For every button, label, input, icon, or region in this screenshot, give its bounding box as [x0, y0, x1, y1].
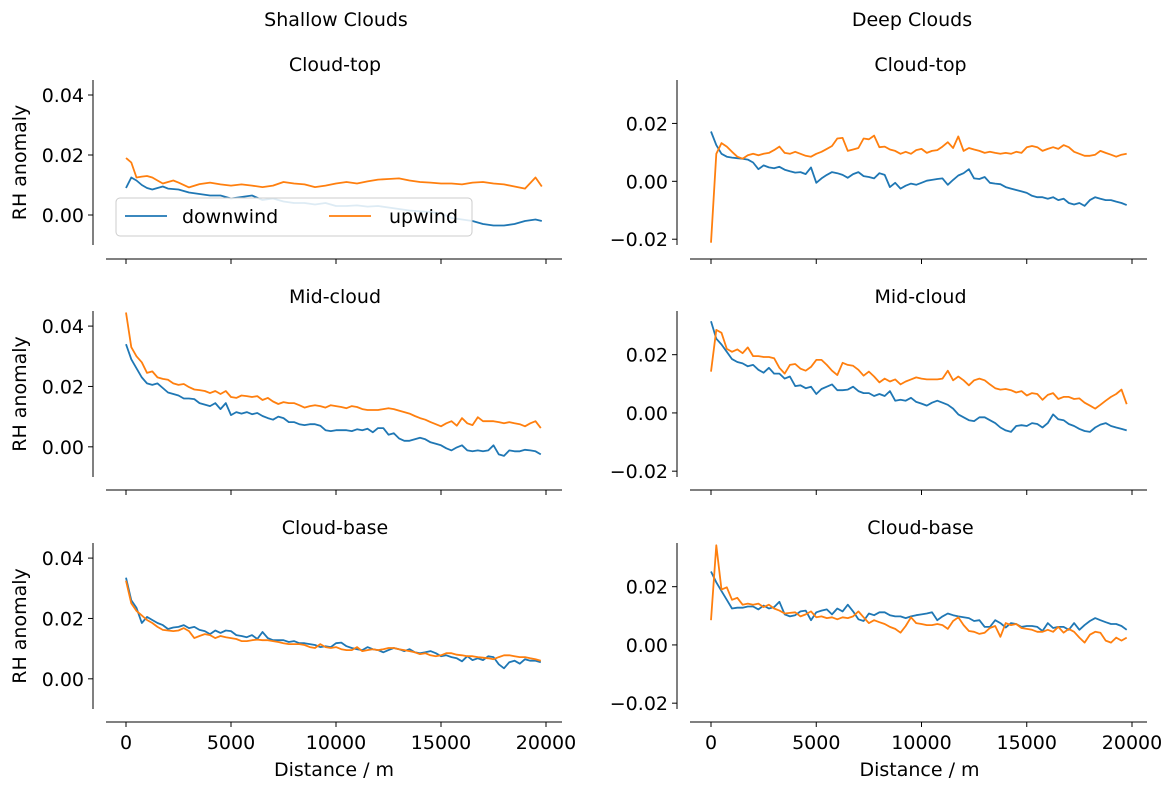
x-tick-label: 10000: [891, 732, 951, 754]
series-line-upwind: [125, 312, 542, 429]
y-tick-label: 0.02: [626, 113, 668, 135]
x-tick-label: 0: [705, 732, 717, 754]
series-line-upwind: [125, 157, 543, 190]
x-tick-label: 10000: [306, 732, 366, 754]
series-line-upwind: [125, 580, 542, 662]
y-tick-label: 0.04: [42, 85, 84, 107]
y-tick-label: 0.04: [42, 316, 84, 338]
y-tick-label: 0.00: [42, 437, 84, 459]
y-axis-label: RH anomaly: [9, 336, 31, 452]
y-tick-label: 0.02: [42, 376, 84, 398]
series-line-downwind: [125, 343, 542, 457]
x-tick-label: 15000: [997, 732, 1057, 754]
x-axis-label: Distance / m: [274, 759, 394, 781]
legend-label-upwind: upwind: [389, 206, 458, 228]
panel-title: Cloud-base: [282, 517, 388, 539]
panel-title: Cloud-top: [874, 54, 966, 76]
y-axis-label: RH anomaly: [9, 568, 31, 684]
series-line-downwind: [710, 320, 1127, 433]
y-tick-label: 0.02: [626, 577, 668, 599]
panel-deep-clouds-cloud-base: Cloud-base −0.02 0.00 0.02 0 5000 10000 15000 20…: [610, 517, 1162, 781]
y-tick-label: −0.02: [610, 461, 668, 483]
y-tick-label: 0.02: [626, 345, 668, 367]
y-tick-label: 0.00: [42, 669, 84, 691]
x-tick-label: 5000: [207, 732, 255, 754]
panel-title: Cloud-top: [289, 54, 381, 76]
y-tick-label: 0.02: [42, 608, 84, 630]
y-tick-label: −0.02: [610, 229, 668, 251]
panel-title: Mid-cloud: [874, 286, 966, 308]
y-tick-label: 0.00: [626, 171, 668, 193]
x-tick-label: 20000: [1102, 732, 1162, 754]
column-title-deep: Deep Clouds: [852, 9, 972, 31]
panel-deep-clouds-mid-cloud: Mid-cloud −0.02 0.00 0.02: [610, 286, 1147, 495]
x-tick-label: 15000: [411, 732, 471, 754]
series-line-downwind: [125, 577, 542, 670]
panel-title: Mid-cloud: [289, 286, 381, 308]
series-line-upwind: [710, 328, 1128, 410]
panel-shallow-clouds-mid-cloud: Mid-cloud 0.00 0.02 0.04 RH anomaly: [9, 286, 562, 495]
series-line-upwind: [710, 134, 1127, 243]
x-tick-label: 5000: [792, 732, 840, 754]
series-line-downwind: [710, 131, 1128, 207]
legend: downwind upwind: [115, 197, 473, 237]
x-tick-label: 20000: [516, 732, 576, 754]
y-tick-label: −0.02: [610, 693, 668, 715]
panel-shallow-clouds-cloud-top: Cloud-top 0.00 0.02 0.04 RH anomaly downwind u…: [9, 54, 562, 264]
x-tick-label: 0: [120, 732, 132, 754]
series-line-upwind: [710, 544, 1128, 644]
panel-title: Cloud-base: [867, 517, 973, 539]
y-axis-label: RH anomaly: [9, 105, 31, 221]
legend-label-downwind: downwind: [182, 206, 278, 228]
series-line-downwind: [710, 571, 1128, 632]
y-tick-label: 0.04: [42, 548, 84, 570]
y-tick-label: 0.00: [42, 205, 84, 227]
legend-box: [115, 197, 473, 237]
y-tick-label: 0.02: [42, 145, 84, 167]
y-tick-label: 0.00: [626, 635, 668, 657]
x-axis-label: Distance / m: [859, 759, 979, 781]
panel-deep-clouds-cloud-top: Cloud-top −0.02 0.00 0.02: [610, 54, 1147, 264]
y-tick-label: 0.00: [626, 403, 668, 425]
panel-shallow-clouds-cloud-base: Cloud-base 0.00 0.02 0.04 0 5000 10000 15000 200…: [9, 517, 576, 781]
column-title-shallow: Shallow Clouds: [264, 9, 408, 31]
